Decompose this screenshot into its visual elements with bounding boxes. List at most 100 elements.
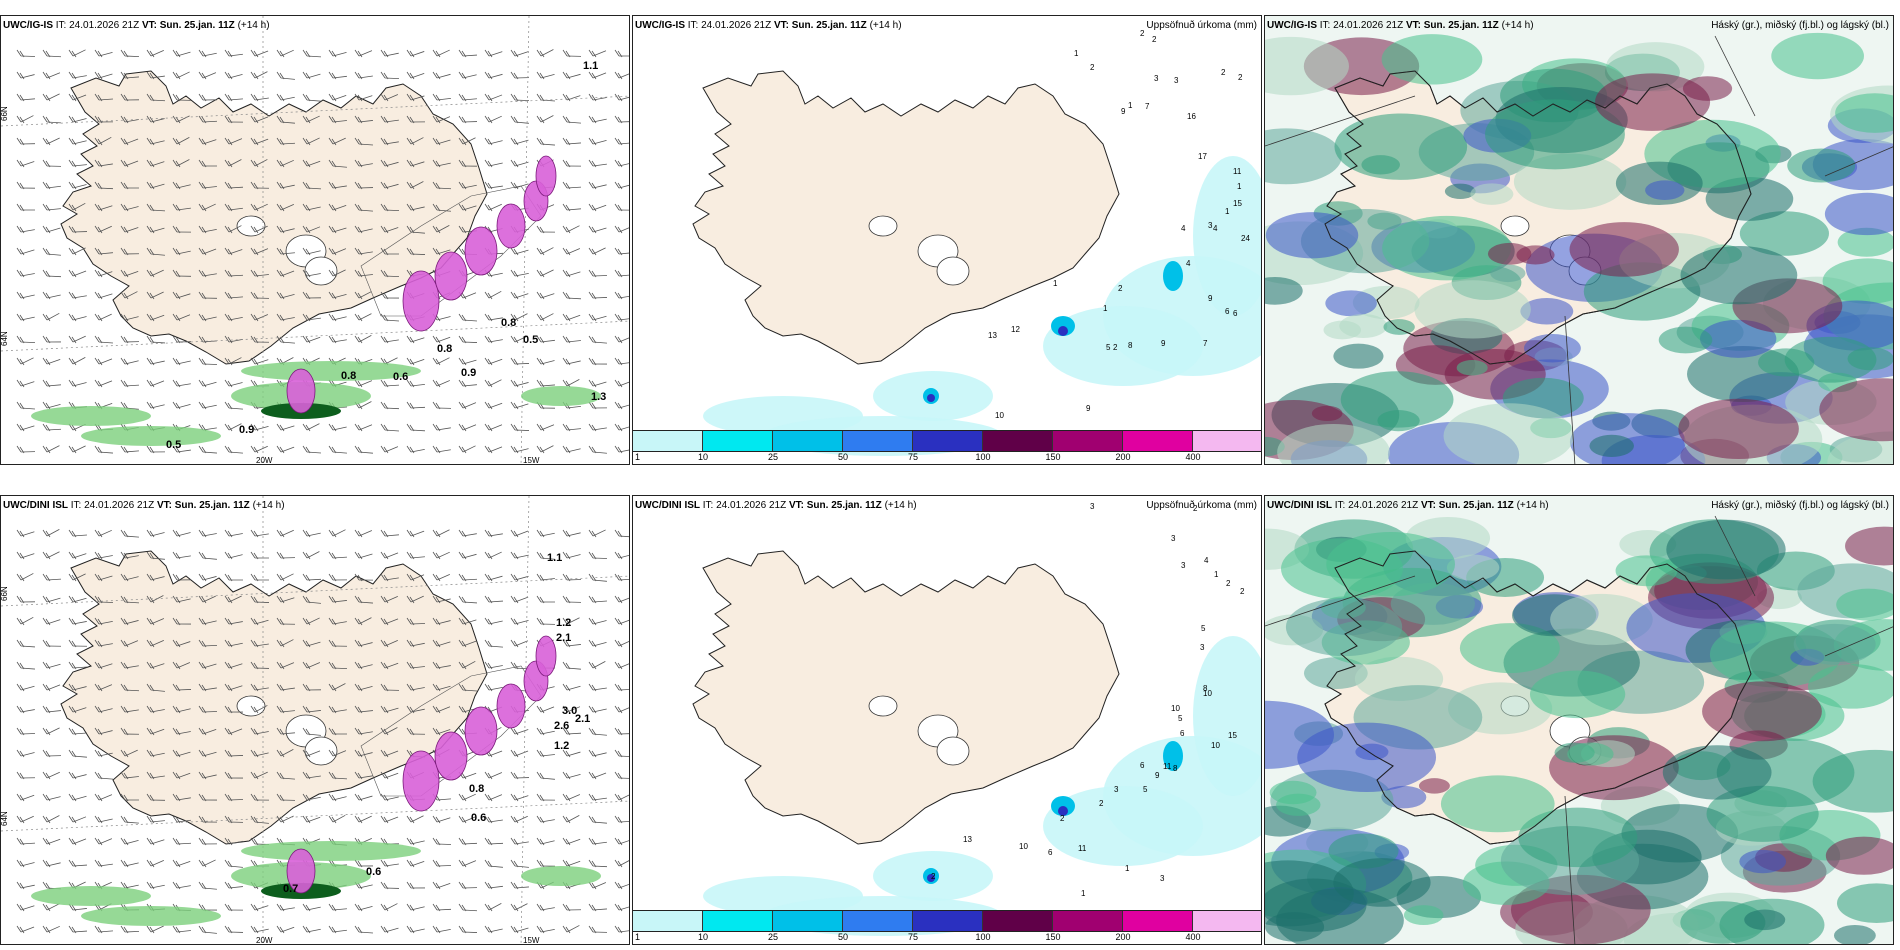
value-label: 1 [1225, 207, 1230, 216]
value-label: 1 [1237, 182, 1242, 191]
panel-title: UWC/DINI ISL IT: 24.01.2026 21Z VT: Sun.… [635, 500, 917, 511]
value-label: 12 [1011, 325, 1020, 334]
value-label: 8 [1128, 341, 1133, 350]
value-label: 9 [1086, 404, 1091, 413]
value-label: 6 [1180, 729, 1185, 738]
cloud-map-top: UWC/IG-IS IT: 24.01.2026 21Z VT: Sun. 25… [1264, 15, 1894, 465]
value-label: 1.2 [554, 740, 569, 752]
value-label: 0.6 [471, 812, 486, 824]
value-label: 2 [1060, 814, 1065, 823]
colorbar-labels: 1 10 25 50 75 100 150 200 400 [633, 932, 1261, 944]
colorbar-swatch [1053, 431, 1123, 451]
value-label: 0.8 [437, 343, 452, 355]
wind-map-bottom: 66N64N66N64N20W15W0.70.60.80.62.11.23.02… [0, 495, 630, 945]
value-label: 3.0 [562, 705, 577, 717]
colorbar-tick: 400 [1185, 452, 1201, 462]
value-label: 2 [1090, 63, 1095, 72]
colorbar-tick: 100 [975, 452, 991, 462]
colorbar-tick: 10 [697, 932, 709, 942]
value-label: 0.5 [166, 439, 181, 451]
value-label: 6 [1233, 309, 1238, 318]
value-label: 10 [1171, 704, 1180, 713]
lat-label: 64N [1, 811, 9, 826]
precip-map-top: 1 2 2 2 3 3 2 2 9 1 7 16 17 11 1 1 24 15 3 4 4 4 9 6 6 7 9 5 8 2 1 2 1 12… [632, 15, 1262, 465]
value-label: 5 [1201, 624, 1206, 633]
map-canvas: 66N64N66N64N20W15W0.70.60.80.62.11.23.02… [1, 496, 629, 945]
value-label: 10 [1019, 842, 1028, 851]
value-label: 2 [1221, 68, 1226, 77]
map-canvas: 66N64N66N64N20W15W0.80.60.90.80.80.50.90… [1, 16, 629, 465]
lon-label: 15W [523, 936, 540, 945]
panel-title: UWC/IG-IS IT: 24.01.2026 21Z VT: Sun. 25… [635, 20, 902, 31]
colorbar-swatch [773, 911, 843, 931]
value-label: 0.7 [283, 883, 298, 895]
cloud-layers [1265, 517, 1893, 944]
value-label: 10 [1211, 741, 1220, 750]
colorbar-swatch [983, 911, 1053, 931]
panel-title: UWC/DINI ISL IT: 24.01.2026 21Z VT: Sun.… [1267, 500, 1549, 511]
graticule-labels: 66N64N66N64N20W15W [1, 106, 540, 465]
colorbar-tick: 1 [635, 932, 641, 942]
value-label: 0.6 [366, 866, 381, 878]
value-label: 0.9 [461, 367, 476, 379]
colorbar-swatch [633, 431, 703, 451]
lat-label: 66N [1, 586, 9, 601]
colorbar-swatch [773, 431, 843, 451]
value-label: 0.8 [469, 783, 484, 795]
value-label: 1 [1074, 49, 1079, 58]
value-label: 24 [1241, 234, 1250, 243]
value-label: 1.1 [583, 60, 598, 72]
lon-label: 20W [256, 456, 273, 465]
value-label: 10 [1203, 689, 1212, 698]
value-label: 2 [931, 872, 936, 881]
value-label: 2.1 [575, 713, 590, 725]
value-label: 2 [1193, 504, 1198, 513]
colorbar-tick: 10 [697, 452, 709, 462]
iceland-land [60, 70, 488, 365]
iceland-land [692, 70, 1120, 365]
panel-title: UWC/DINI ISL IT: 24.01.2026 21Z VT: Sun.… [3, 500, 285, 511]
colorbar-swatch [703, 431, 773, 451]
value-label: 10 [995, 411, 1004, 420]
precip-map-bottom: 3 2 3 4 3 2 1 2 5 3 10 10 8 5 6 9 6 15 10 11 8 5 3 2 2 11 6 1 3 1 10 13… [632, 495, 1262, 945]
value-label: 1.2 [556, 617, 571, 629]
lat-label: 66N [1, 106, 9, 121]
value-label: 3 [1090, 502, 1095, 511]
value-label: 8 [1173, 764, 1178, 773]
value-label: 0.9 [239, 424, 254, 436]
value-labels: 0.7 0.6 0.8 0.6 2.1 1.2 3.0 2.6 1.2 2.1 1.1 [283, 552, 590, 895]
colorbar-swatch [633, 911, 703, 931]
colorbar-tick: 75 [907, 452, 919, 462]
lat-label: 64N [1, 331, 9, 346]
value-label: 2.6 [554, 720, 569, 732]
value-label: 15 [1228, 731, 1237, 740]
panel-title: UWC/IG-IS IT: 24.01.2026 21Z VT: Sun. 25… [1267, 20, 1534, 31]
iceland-land [60, 550, 488, 845]
wind-map-top: 66N64N66N64N20W15W0.80.60.90.80.80.50.90… [0, 15, 630, 465]
value-label: 7 [1203, 339, 1208, 348]
map-canvas [1265, 496, 1893, 944]
value-label: 2 [1113, 343, 1118, 352]
value-label: 2 [1240, 587, 1245, 596]
value-label: 16 [1187, 112, 1196, 121]
value-label: 6 [1225, 307, 1230, 316]
colorbar-tick: 25 [767, 452, 779, 462]
colorbar-tick: 200 [1115, 452, 1131, 462]
value-label: 7 [1145, 102, 1150, 111]
value-label: 1 [1214, 570, 1219, 579]
value-label: 17 [1198, 152, 1207, 161]
value-label: 3 [1174, 76, 1179, 85]
value-label: 11 [1163, 762, 1172, 771]
colorbar-swatch [843, 431, 913, 451]
value-label: 9 [1161, 339, 1166, 348]
colorbar-swatch [703, 911, 773, 931]
lon-label: 15W [523, 456, 540, 465]
value-label: 13 [963, 835, 972, 844]
value-label: 15 [1233, 199, 1242, 208]
value-label: 2 [1118, 284, 1123, 293]
value-label: 1.3 [591, 391, 606, 403]
map-canvas [1265, 16, 1893, 464]
value-label: 3 [1171, 534, 1176, 543]
colorbar-swatch [1193, 431, 1261, 451]
